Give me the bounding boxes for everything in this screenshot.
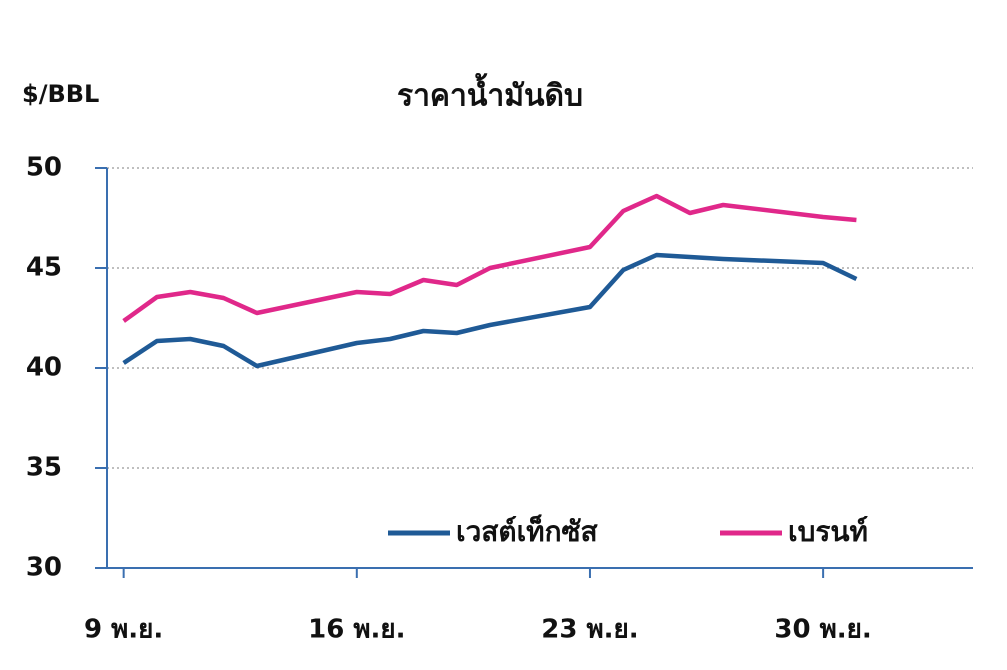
series-line — [122, 252, 858, 369]
legend-label: เวสต์เท็กซัส — [456, 514, 599, 548]
x-tick-label: 16 พ.ย. — [308, 615, 405, 645]
y-tick-label: 30 — [26, 553, 62, 583]
y-axis-label: $/BBL — [22, 80, 99, 108]
chart-title: ราคาน้ำมันดิบ — [397, 73, 583, 114]
series-line — [122, 193, 857, 323]
y-tick-label: 50 — [26, 153, 62, 183]
y-tick-label: 35 — [26, 453, 62, 483]
x-tick-label: 30 พ.ย. — [774, 615, 871, 645]
legend-label: เบรนท์ — [788, 515, 868, 548]
y-tick-label: 40 — [26, 353, 62, 383]
x-tick-label: 23 พ.ย. — [541, 615, 638, 645]
y-tick-label: 45 — [26, 253, 62, 283]
x-tick-label: 9 พ.ย. — [84, 615, 163, 645]
